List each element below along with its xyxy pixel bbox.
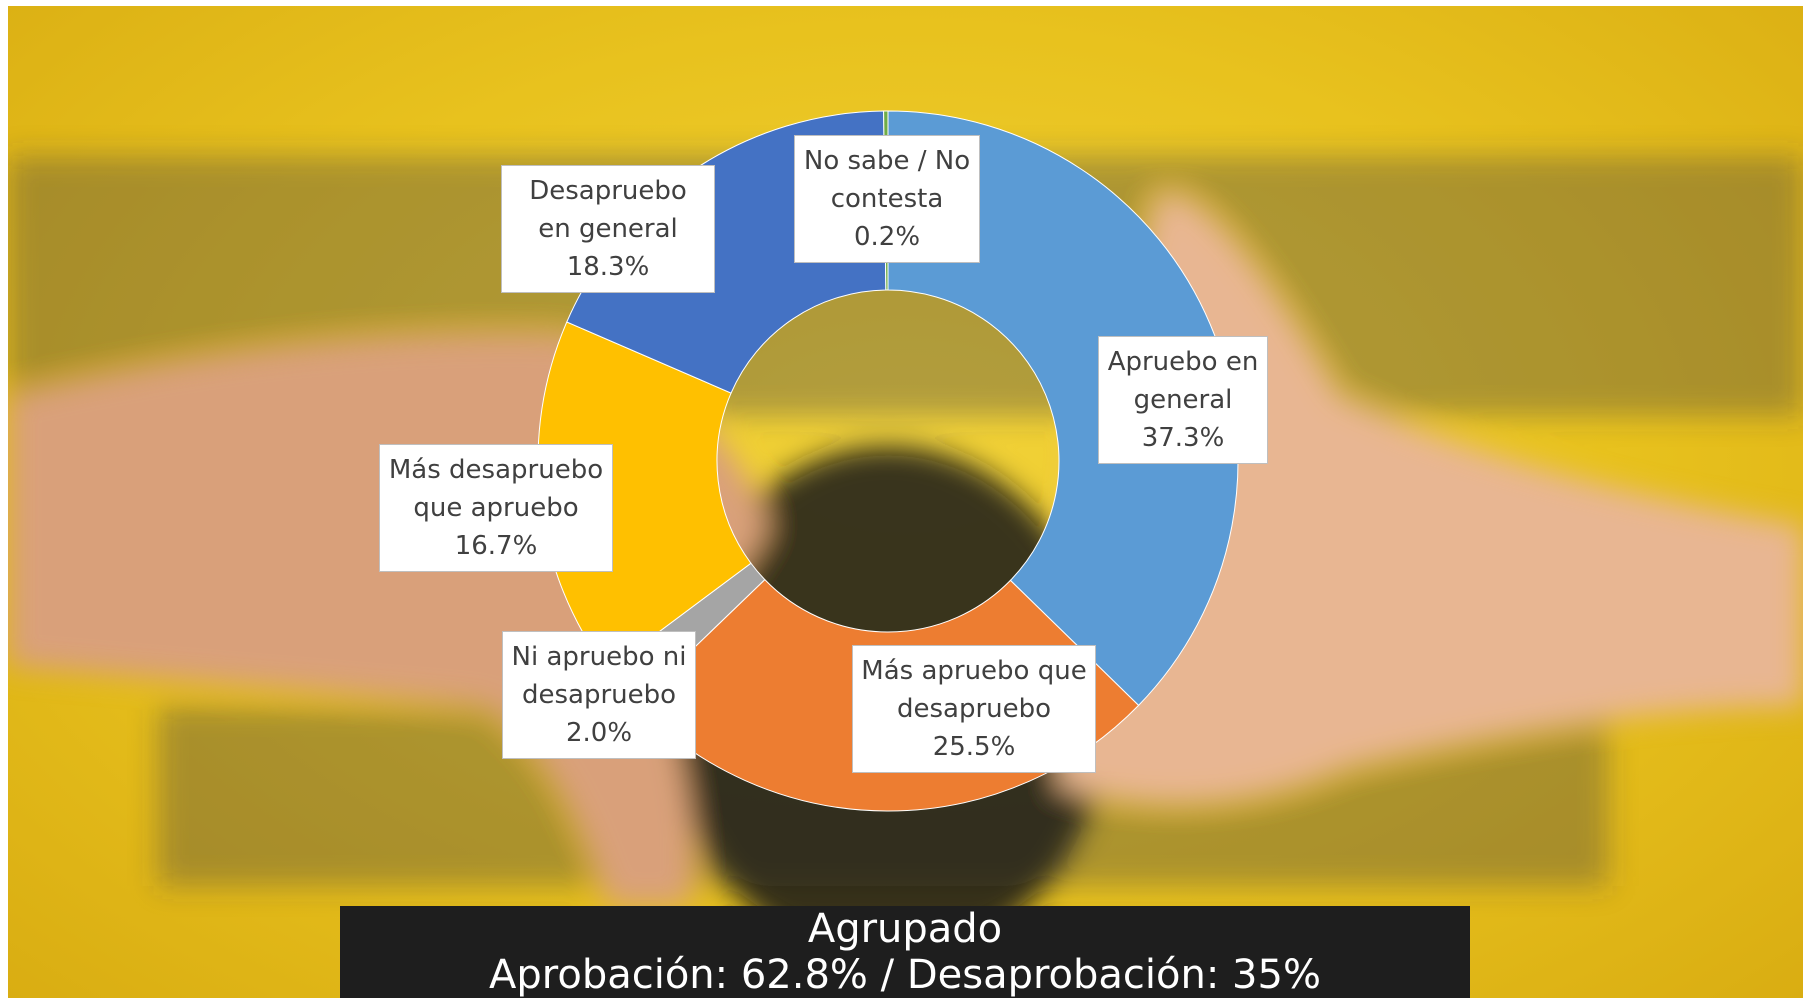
label-value: 18.3% <box>566 252 650 282</box>
data-label: Desapruebo en general 18.3% <box>501 165 715 293</box>
data-label: Ni apruebo ni desapruebo 2.0% <box>502 631 696 759</box>
label-value: 2.0% <box>565 718 633 748</box>
label-category: Apruebo en general <box>1107 347 1259 415</box>
data-label: Apruebo en general 37.3% <box>1098 336 1268 464</box>
label-category: No sabe / No contesta <box>803 146 971 214</box>
label-value: 0.2% <box>853 222 921 252</box>
caption-title: Agrupado <box>807 906 1003 952</box>
data-label: Más apruebo que desapruebo 25.5% <box>852 645 1096 773</box>
label-category: Desapruebo en general <box>529 176 687 244</box>
label-value: 37.3% <box>1141 423 1225 453</box>
label-category: Ni apruebo ni desapruebo <box>511 642 687 710</box>
label-category: Más desapruebo que apruebo <box>388 455 604 523</box>
label-category: Más apruebo que desapruebo <box>861 656 1087 724</box>
caption-text: Aprobación: 62.8% / Desaprobación: 35% <box>489 952 1321 998</box>
donut-slice <box>537 321 752 671</box>
label-value: 16.7% <box>454 531 538 561</box>
label-value: 25.5% <box>932 732 1016 762</box>
caption-box: Agrupado Aprobación: 62.8% / Desaprobaci… <box>340 906 1470 998</box>
data-label: No sabe / No contesta 0.2% <box>794 135 980 263</box>
chart: Apruebo en general 37.3% Más apruebo que d… <box>8 6 1803 998</box>
data-label: Más desapruebo que apruebo 16.7% <box>379 444 613 572</box>
